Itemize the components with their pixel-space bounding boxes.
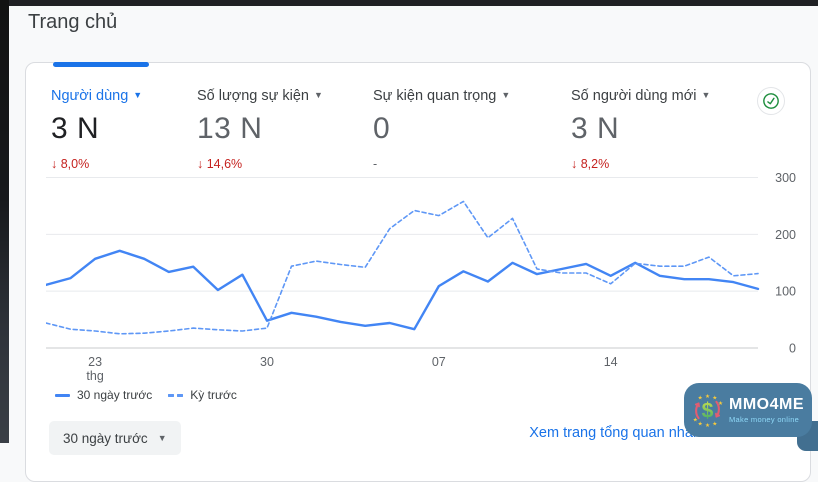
svg-text:★: ★ — [712, 394, 717, 401]
metric-value: 3 N — [571, 112, 620, 145]
watermark-subtitle: Make money online — [729, 414, 800, 424]
metric-event-count: Số lượng sự kiện ▼ 13 N ↓ 14,6% — [197, 87, 323, 171]
svg-text:14: 14 — [604, 355, 618, 369]
sidebar-edge — [0, 0, 9, 443]
page-title: Trang chủ — [28, 11, 118, 33]
metric-selector[interactable]: Sự kiện quan trọng ▼ — [373, 87, 510, 105]
metric-selector[interactable]: Người dùng ▼ — [51, 87, 142, 105]
metric-delta: ↓ 14,6% — [197, 157, 243, 171]
mmo4me-watermark: ★ ★ ★ ★ ★ ★ ★ ★ $ MMO4ME Make money online — [684, 383, 812, 437]
metric-label: Số lượng sự kiện — [197, 88, 309, 104]
chevron-down-icon: ▼ — [133, 90, 143, 100]
metric-new-users: Số người dùng mới ▼ 3 N ↓ 8,2% — [571, 87, 710, 171]
metric-delta: - — [373, 157, 378, 171]
metric-selector[interactable]: Số người dùng mới ▼ — [571, 87, 710, 105]
svg-text:07: 07 — [432, 355, 446, 369]
metric-delta: ↓ 8,2% — [571, 157, 610, 171]
metric-label: Người dùng — [51, 88, 129, 104]
metric-users: Người dùng ▼ 3 N ↓ 8,0% — [51, 87, 142, 171]
svg-text:★: ★ — [698, 420, 703, 427]
date-range-dropdown[interactable]: 30 ngày trước ▼ — [49, 421, 181, 455]
chevron-down-icon: ▼ — [501, 90, 511, 100]
metric-label: Sự kiện quan trọng — [373, 88, 497, 104]
svg-text:★: ★ — [698, 394, 703, 401]
svg-text:23: 23 — [88, 355, 102, 369]
svg-text:200: 200 — [775, 228, 796, 242]
svg-text:★: ★ — [693, 416, 698, 423]
watermark-title: MMO4ME — [729, 395, 804, 413]
dashed-line-legend-mark — [168, 393, 184, 397]
svg-text:100: 100 — [775, 285, 796, 299]
chevron-down-icon: ▼ — [157, 433, 167, 443]
svg-text:★: ★ — [712, 420, 717, 427]
date-range-label: 30 ngày trước — [63, 430, 148, 446]
svg-text:0: 0 — [789, 342, 796, 356]
svg-text:★: ★ — [718, 400, 723, 407]
chevron-down-icon: ▼ — [313, 90, 323, 100]
svg-text:★: ★ — [705, 422, 710, 429]
metric-value: 0 — [373, 112, 391, 145]
solid-line-legend-mark — [55, 393, 70, 397]
metric-label: Số người dùng mới — [571, 88, 697, 104]
metric-selector[interactable]: Số lượng sự kiện ▼ — [197, 87, 323, 105]
check-circle-icon — [763, 93, 779, 109]
window-top-edge — [0, 0, 818, 6]
svg-text:30: 30 — [260, 355, 274, 369]
legend-previous-period-label: Kỳ trước — [190, 388, 237, 402]
svg-text:$: $ — [702, 399, 714, 422]
active-metric-indicator — [53, 62, 149, 67]
data-quality-button[interactable] — [757, 87, 785, 115]
metric-value: 13 N — [197, 112, 263, 145]
chart-legend: 30 ngày trước Kỳ trước — [55, 388, 237, 402]
chevron-down-icon: ▼ — [701, 90, 711, 100]
metric-value: 3 N — [51, 112, 100, 145]
dollar-coin-icon: ★★ ★ ★★ ★ ★★ $ — [693, 393, 723, 429]
legend-current-period-label: 30 ngày trước — [77, 388, 153, 402]
svg-text:★: ★ — [705, 393, 710, 400]
metric-key-events: Sự kiện quan trọng ▼ 0 - — [373, 87, 510, 171]
svg-text:thg: thg — [86, 369, 103, 383]
metric-delta: ↓ 8,0% — [51, 157, 90, 171]
svg-text:300: 300 — [775, 171, 796, 185]
